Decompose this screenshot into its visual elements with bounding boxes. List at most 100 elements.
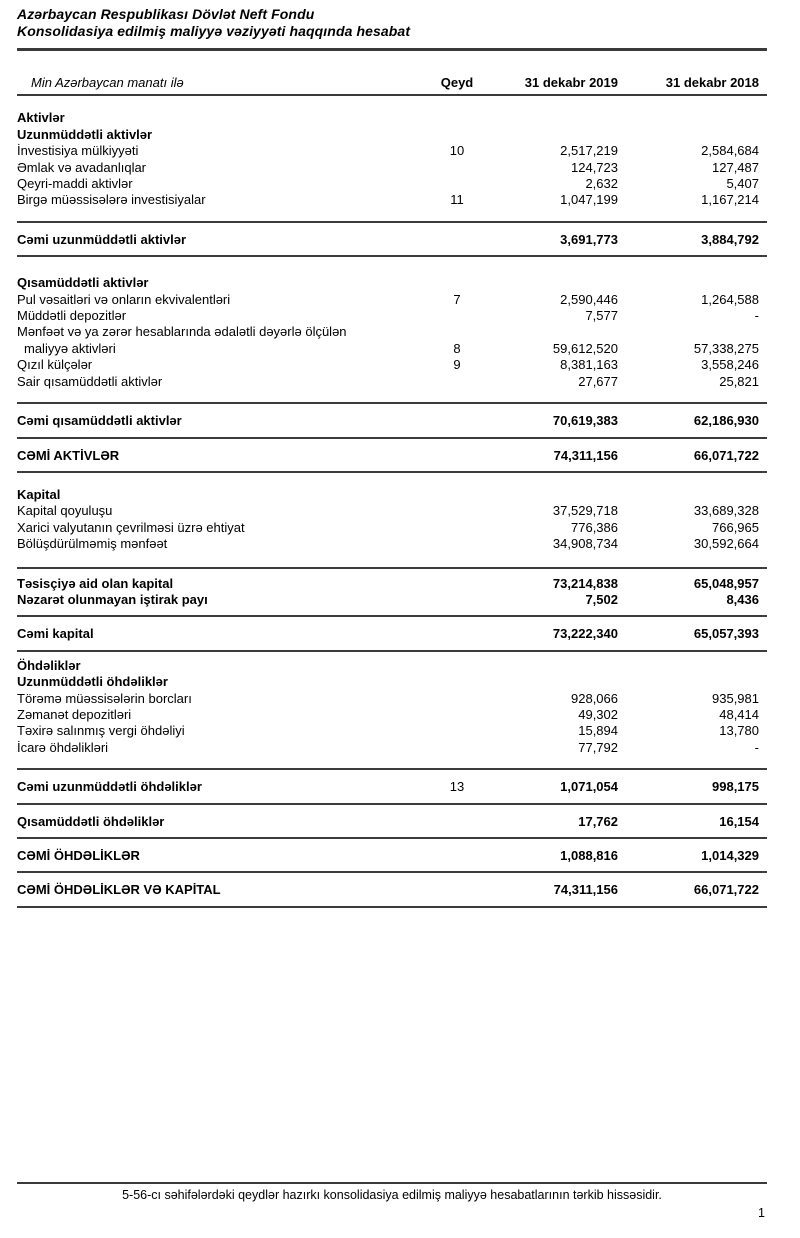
- divider: [17, 436, 767, 439]
- spacer: [17, 553, 767, 567]
- table-row: Öhdəliklər: [17, 658, 767, 674]
- table-row: Sair qısamüddətli aktivlər 27,677 25,821: [17, 374, 767, 390]
- row-value-2019: 37,529,718: [552, 503, 618, 519]
- row-label: Cəmi uzunmüddətli aktivlər: [17, 231, 187, 247]
- row-value-2019: 3,691,773: [560, 231, 618, 247]
- table-row: CƏMİ AKTİVLƏR 74,311,156 66,071,722: [17, 439, 767, 471]
- table-row: Təxirə salınmış vergi öhdəliyi 15,894 13,7…: [17, 723, 767, 739]
- row-value-2019: 73,214,838: [552, 575, 618, 591]
- divider: [17, 566, 767, 569]
- divider: [17, 871, 767, 874]
- table-row: Bölüşdürülməmiş mənfəət 34,908,734 30,592,…: [17, 536, 767, 552]
- table-row: Aktivlər: [17, 110, 767, 126]
- table-row: Xarici valyutanın çevrilməsi üzrə ehtiya…: [17, 520, 767, 536]
- column-header-note: Qeyd: [440, 75, 474, 90]
- row-value-2018: 65,048,957: [693, 575, 759, 591]
- document-header: Azərbaycan Respublikası Dövlət Neft Fond…: [17, 6, 767, 40]
- table-row: Mənfəət və ya zərər hesablarında ədalətl…: [17, 324, 767, 357]
- table-row: Cəmi qısamüddətli aktivlər 70,619,383 62,1…: [17, 404, 767, 436]
- table-row: Uzunmüddətli aktivlər: [17, 127, 767, 143]
- row-value-2018: 57,338,275: [693, 340, 759, 356]
- row-value-2018: 1,167,214: [701, 192, 759, 208]
- table-row: Qısamüddətli öhdəliklər 17,762 16,154: [17, 805, 767, 837]
- column-header-2019: 31 dekabr 2019: [524, 75, 618, 90]
- row-value-2019: 8,381,163: [560, 357, 618, 373]
- row-label: Qızıl külçələr: [17, 357, 93, 373]
- row-label: CƏMİ ÖHDƏLİKLƏR VƏ KAPİTAL: [17, 882, 221, 898]
- table-row: İnvestisiya mülkiyyəti 10 2,517,219 2,584,6…: [17, 143, 767, 159]
- table-header-divider: [17, 94, 767, 97]
- row-value-2019: 34,908,734: [552, 536, 618, 552]
- row-label: Nəzarət olunmayan iştirak payı: [17, 591, 208, 607]
- row-label: Müddətli depozitlər: [17, 308, 127, 324]
- table-header-row: Min Azərbaycan manatı ilə Qeyd 31 dekabr…: [17, 75, 767, 91]
- row-label: Uzunmüddətli öhdəliklər: [17, 674, 168, 690]
- table-row: Birgə müəssisələrə investisiyalar 11 1,047…: [17, 192, 767, 208]
- row-label: Zəmanət depozitləri: [17, 706, 132, 722]
- row-value-2019: 7,502: [585, 591, 618, 607]
- spacer: [17, 756, 767, 768]
- row-value-2019: 2,517,219: [560, 143, 618, 159]
- row-value-2018: 2,584,684: [701, 143, 759, 159]
- row-value-2018: 766,965: [712, 519, 759, 535]
- table-row: Zəmanət depozitləri 49,302 48,414: [17, 707, 767, 723]
- row-value-2018: -: [754, 739, 759, 755]
- row-label: Pul vəsaitləri və onların ekvivalentləri: [17, 291, 231, 307]
- row-value-2019: 1,047,199: [560, 192, 618, 208]
- table-row: Kapital: [17, 487, 767, 503]
- row-label: Birgə müəssisələrə investisiyalar: [17, 192, 206, 208]
- row-value-2019: 49,302: [578, 706, 618, 722]
- divider: [17, 768, 767, 771]
- row-value-2018: 30,592,664: [693, 536, 759, 552]
- row-value-2018: -: [754, 308, 759, 324]
- row-value-2018: 33,689,328: [693, 503, 759, 519]
- row-note: 7: [453, 291, 461, 307]
- divider: [17, 255, 767, 258]
- row-value-2018: 998,175: [712, 779, 759, 795]
- row-note: 10: [449, 143, 465, 159]
- divider: [17, 220, 767, 223]
- row-value-2018: 66,071,722: [693, 882, 759, 898]
- table-row: Qeyri-maddi aktivlər 2,632 5,407: [17, 176, 767, 192]
- row-note: 11: [450, 192, 464, 208]
- table-row: Cəmi uzunmüddətli öhdəliklər 13 1,071,054 9…: [17, 770, 767, 802]
- row-value-2019: 1,088,816: [560, 848, 618, 863]
- row-label: Törəmə müəssisələrin borcları: [17, 690, 192, 706]
- row-value-2019: 2,632: [585, 176, 618, 192]
- row-value-2019: 74,311,156: [553, 447, 618, 463]
- footer-note: 5-56-cı səhifələrdəki qeydlər hazırkı ko…: [122, 1188, 662, 1202]
- table-row: CƏMİ ÖHDƏLİKLƏR VƏ KAPİTAL 74,311,156 66,0…: [17, 873, 767, 905]
- spacer: [17, 390, 767, 402]
- row-label: Kapital qoyuluşu: [17, 503, 113, 519]
- row-value-2019: 928,066: [571, 690, 618, 706]
- row-label: İcarə öhdəlikləri: [17, 739, 109, 755]
- row-label: Cəmi qısamüddətli aktivlər: [17, 413, 182, 429]
- column-header-2018: 31 dekabr 2018: [665, 75, 759, 90]
- table-row: Nəzarət olunmayan iştirak payı 7,502 8,436: [17, 592, 767, 615]
- table-row: Əmlak və avadanlıqlar 124,723 127,487: [17, 160, 767, 176]
- divider: [17, 837, 767, 839]
- spacer: [17, 257, 767, 275]
- table-row: Uzunmüddətli öhdəliklər: [17, 674, 767, 690]
- row-value-2019: 15,894: [578, 723, 618, 739]
- table-row: İcarə öhdəlikləri 77,792 -: [17, 740, 767, 756]
- row-value-2018: 66,071,722: [693, 447, 759, 463]
- row-value-2018: 5,407: [726, 176, 759, 192]
- row-value-2019: 17,762: [578, 813, 618, 829]
- row-value-2019: 27,677: [578, 373, 618, 389]
- spacer: [17, 96, 767, 110]
- row-note: 13: [449, 779, 465, 795]
- table-row: Qısamüddətli aktivlər: [17, 275, 767, 291]
- row-label: Qeyri-maddi aktivlər: [17, 176, 133, 192]
- row-value-2019: 77,792: [578, 739, 618, 755]
- table-row: Kapital qoyuluşu 37,529,718 33,689,328: [17, 503, 767, 519]
- column-caption: Min Azərbaycan manatı ilə: [31, 75, 184, 90]
- table-row: Cəmi kapital 73,222,340 65,057,393: [17, 617, 767, 649]
- row-label: İnvestisiya mülkiyyəti: [17, 143, 139, 159]
- page-number: 1: [758, 1206, 765, 1220]
- row-value-2019: 7,577: [585, 308, 618, 324]
- divider: [17, 802, 767, 805]
- row-value-2018: 48,414: [719, 706, 759, 722]
- divider: [17, 905, 767, 908]
- table-row: CƏMİ ÖHDƏLİKLƏR 1,088,816 1,014,329: [17, 839, 767, 871]
